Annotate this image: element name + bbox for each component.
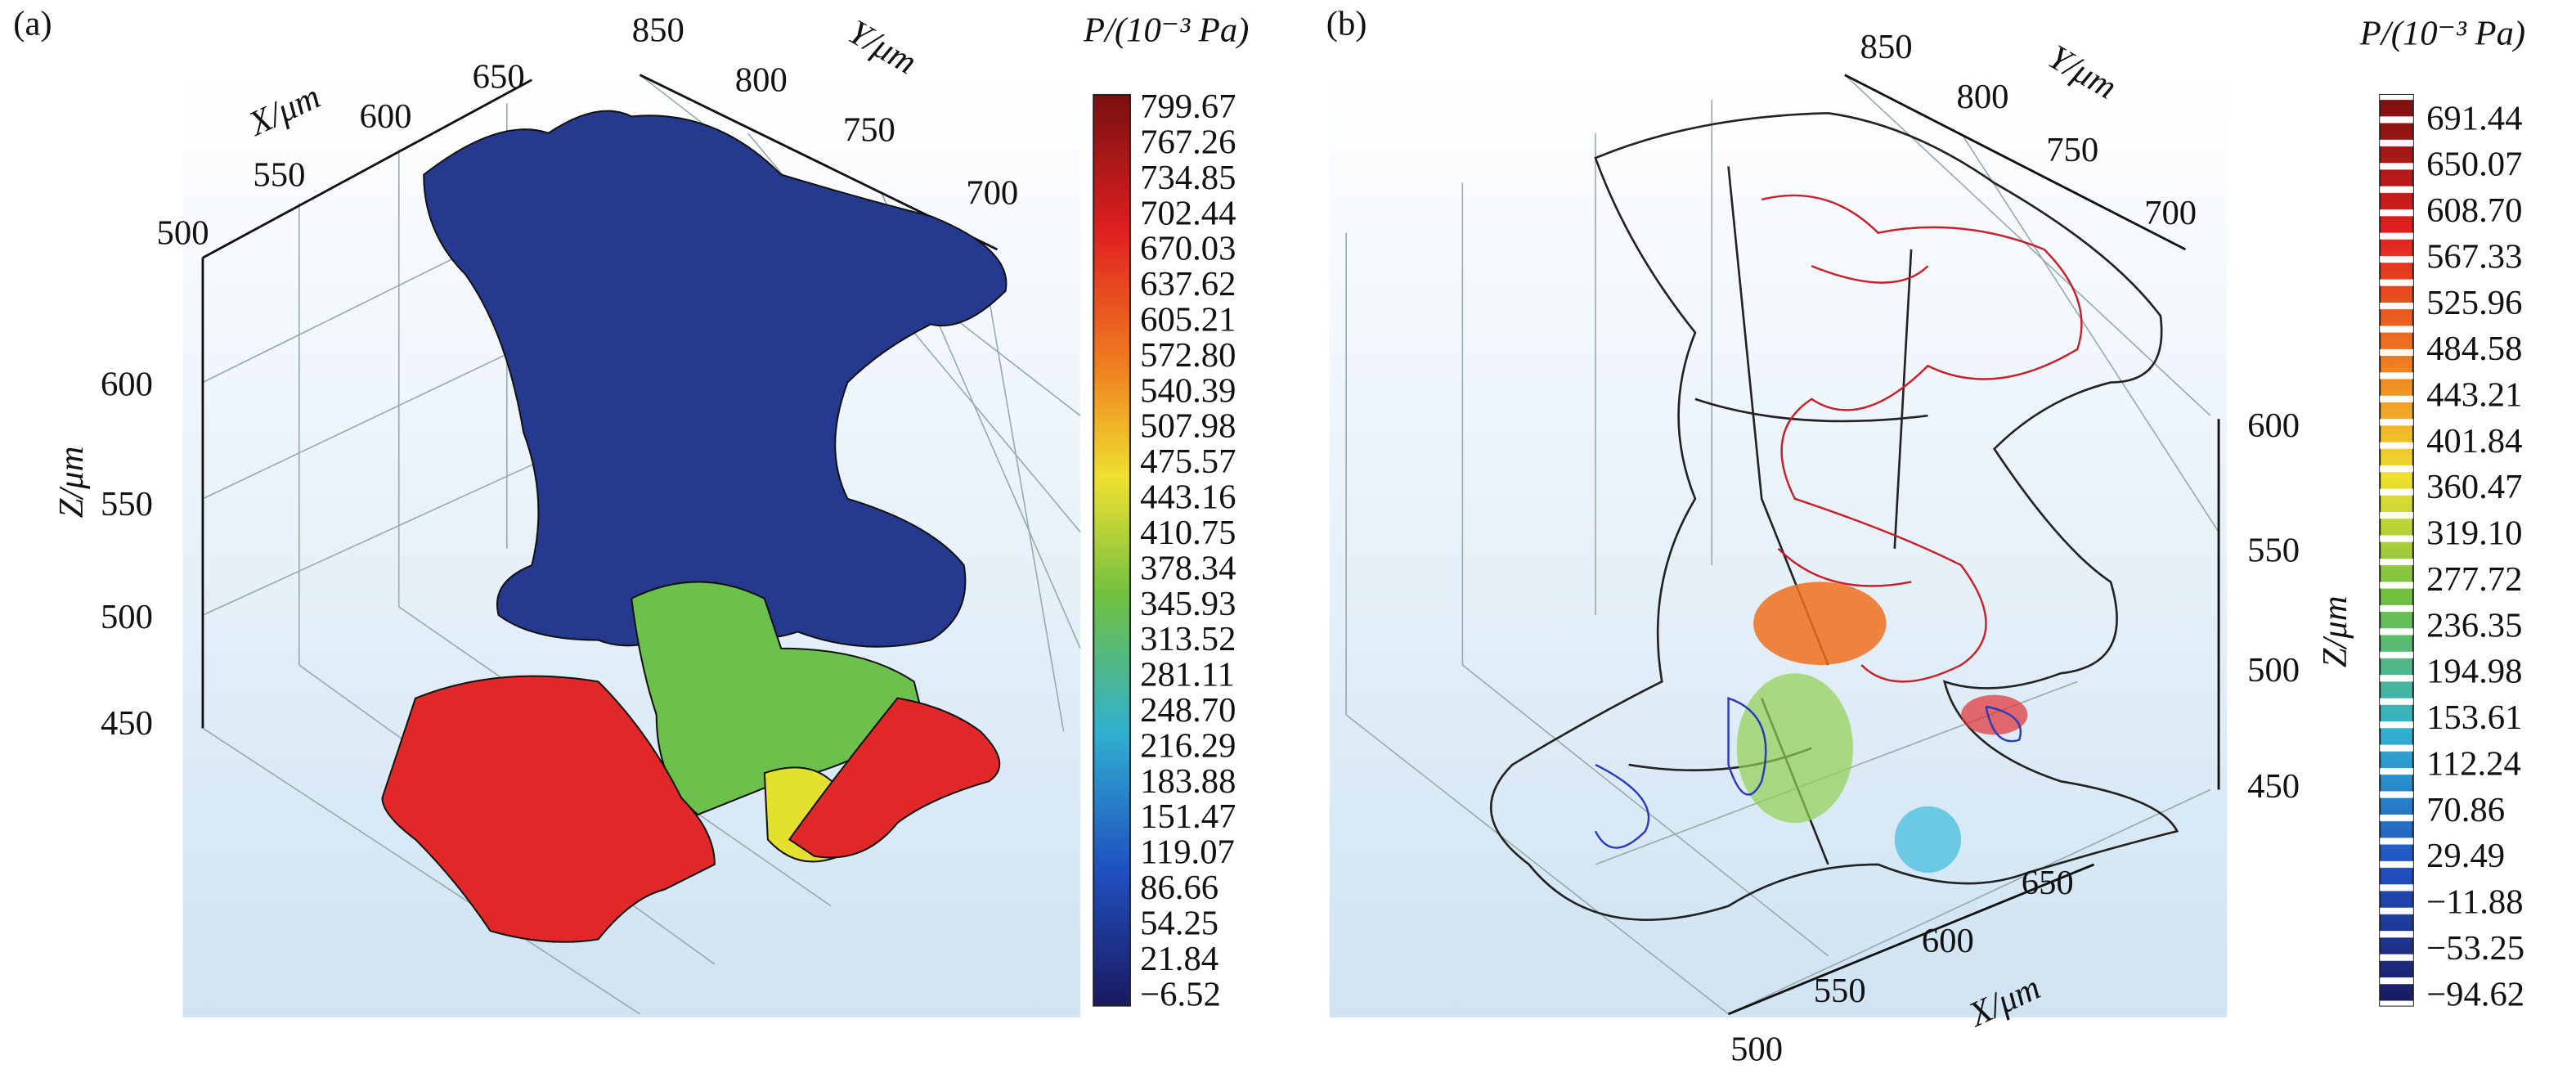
colorbar-label: 70.86 — [2426, 791, 2505, 829]
z-axis-label: Z/μm — [52, 447, 91, 519]
colorbar-label: 345.93 — [1140, 585, 1236, 623]
colorbar-label: 21.84 — [1140, 940, 1218, 978]
colorbar-label: 360.47 — [2426, 468, 2522, 506]
pressure-patch — [1961, 694, 2028, 735]
colorbar-label: 54.25 — [1140, 904, 1218, 942]
panel-label: (a) — [13, 4, 52, 43]
x-tick-label: 500 — [1730, 1030, 1783, 1068]
blue-region — [423, 110, 1008, 648]
colorbar-label: 475.57 — [1140, 442, 1236, 481]
contour-lines — [1594, 696, 2022, 849]
panel-a — [182, 70, 1131, 1017]
z-tick-label: 550 — [2247, 532, 2300, 570]
z-tick-label: 450 — [2247, 767, 2300, 806]
x-tick-label: 650 — [2022, 864, 2074, 902]
colorbar-label: 151.47 — [1140, 797, 1236, 836]
colorbar-label: −53.25 — [2426, 929, 2524, 968]
z-tick-label: 600 — [2247, 406, 2300, 445]
pressure-patch — [1894, 806, 1962, 874]
colorbar-label: 608.70 — [2426, 191, 2522, 230]
x-tick-label: 600 — [1922, 922, 1974, 960]
colorbar-label: 443.21 — [2426, 375, 2522, 414]
x-tick-label: 600 — [359, 97, 411, 136]
colorbar-title: P/(10⁻³ Pa) — [2359, 15, 2525, 53]
colorbar-label: 112.24 — [2426, 744, 2521, 783]
z-tick-label: 550 — [101, 485, 153, 523]
colorbar-label: 540.39 — [1140, 371, 1236, 410]
x-tick-label: 550 — [253, 155, 305, 194]
colorbar-label: 313.52 — [1140, 620, 1236, 658]
y-tick-label: 750 — [843, 111, 895, 150]
x-tick-label: 500 — [157, 214, 209, 253]
colorbar-title: P/(10⁻³ Pa) — [1083, 11, 1249, 50]
plot-background — [1329, 70, 2228, 1017]
y-tick-label: 800 — [1956, 78, 2008, 116]
y-tick-label: 700 — [966, 174, 1018, 213]
colorbar-label: 277.72 — [2426, 560, 2522, 599]
colorbar-label: 670.03 — [1140, 230, 1236, 268]
z-tick-label: 600 — [101, 365, 153, 403]
y-tick-label: 700 — [2144, 194, 2197, 232]
colorbar-label: 567.33 — [2426, 237, 2522, 276]
axis-lines — [1728, 74, 2220, 1016]
colorbar-label: 183.88 — [1140, 762, 1236, 801]
colorbar-stripes — [2380, 94, 2413, 1006]
colorbar-label: −6.52 — [1140, 975, 1221, 1013]
pressure-patch — [1753, 582, 1887, 666]
colorbar-label: 637.62 — [1140, 265, 1236, 303]
colorbar-label: −94.62 — [2426, 975, 2524, 1013]
y-tick-label: 850 — [1860, 28, 1913, 66]
x-tick-label: 550 — [1814, 972, 1866, 1010]
colorbar-label: 319.10 — [2426, 514, 2522, 553]
red-region — [381, 675, 716, 943]
red-region — [788, 697, 1001, 859]
colorbar-label: 691.44 — [2426, 99, 2522, 137]
colorbar-label: 194.98 — [2426, 653, 2522, 691]
colorbar-label: 153.61 — [2426, 698, 2522, 737]
panel-b — [1329, 70, 2414, 1017]
colorbar-label: 650.07 — [2426, 146, 2522, 184]
colorbar-label: 119.07 — [1140, 833, 1235, 872]
colorbar-label: 281.11 — [1140, 656, 1235, 694]
colorbar-label: 799.67 — [1140, 88, 1236, 126]
colorbar-label: 702.44 — [1140, 194, 1236, 232]
y-tick-label: 850 — [632, 11, 684, 50]
colorbar-label: 525.96 — [2426, 284, 2522, 322]
pressure-patch — [1736, 673, 1853, 824]
colorbar-label: 734.85 — [1140, 159, 1236, 197]
colorbar-label: 248.70 — [1140, 691, 1236, 730]
z-tick-label: 500 — [2247, 651, 2300, 689]
y-tick-label: 750 — [2046, 131, 2098, 169]
x-tick-label: 650 — [473, 57, 525, 96]
colorbar-label: 378.34 — [1140, 549, 1236, 587]
colorbar — [1093, 93, 1131, 1007]
y-tick-label: 800 — [735, 61, 788, 100]
colorbar-label: 572.80 — [1140, 336, 1236, 375]
colorbar-label: 29.49 — [2426, 837, 2505, 875]
colorbar-label: 767.26 — [1140, 123, 1236, 161]
wireframe — [1490, 111, 2179, 921]
colorbar-label: 507.98 — [1140, 407, 1236, 446]
colorbar-label: 605.21 — [1140, 301, 1236, 339]
z-axis-label: Z/μm — [2316, 595, 2354, 667]
colorbar-label: 216.29 — [1140, 726, 1236, 765]
colorbar-label: −11.88 — [2426, 883, 2523, 922]
z-tick-label: 500 — [101, 598, 153, 636]
colorbar-label: 410.75 — [1140, 514, 1236, 552]
z-tick-label: 450 — [101, 704, 153, 743]
panel-label: (b) — [1326, 4, 1367, 43]
colorbar-label: 86.66 — [1140, 869, 1218, 907]
contour-lines — [1761, 194, 2083, 683]
colorbar-label: 236.35 — [2426, 606, 2522, 645]
colorbar-label: 484.58 — [2426, 330, 2522, 368]
colorbar-label: 443.16 — [1140, 478, 1236, 517]
colorbar-label: 401.84 — [2426, 422, 2522, 460]
